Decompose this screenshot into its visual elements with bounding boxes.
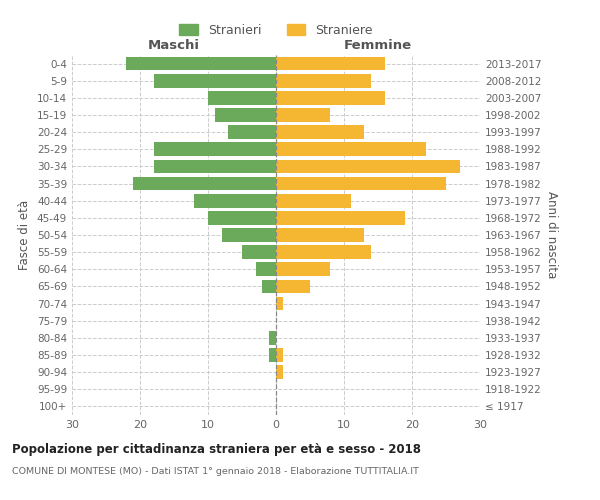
Text: COMUNE DI MONTESE (MO) - Dati ISTAT 1° gennaio 2018 - Elaborazione TUTTITALIA.IT: COMUNE DI MONTESE (MO) - Dati ISTAT 1° g… xyxy=(12,468,419,476)
Bar xyxy=(276,348,283,362)
Bar xyxy=(276,366,283,379)
Bar xyxy=(154,74,276,88)
Bar xyxy=(276,280,310,293)
Bar xyxy=(133,176,276,190)
Bar xyxy=(221,228,276,242)
Bar xyxy=(276,262,331,276)
Text: Maschi: Maschi xyxy=(148,40,200,52)
Bar xyxy=(276,126,364,139)
Bar xyxy=(276,176,446,190)
Text: Popolazione per cittadinanza straniera per età e sesso - 2018: Popolazione per cittadinanza straniera p… xyxy=(12,442,421,456)
Bar xyxy=(256,262,276,276)
Bar xyxy=(276,228,364,242)
Y-axis label: Anni di nascita: Anni di nascita xyxy=(545,192,558,278)
Bar xyxy=(276,160,460,173)
Bar xyxy=(269,331,276,344)
Bar xyxy=(127,56,276,70)
Bar xyxy=(242,246,276,259)
Text: Femmine: Femmine xyxy=(344,40,412,52)
Bar xyxy=(276,211,405,224)
Bar xyxy=(276,246,371,259)
Bar xyxy=(276,74,371,88)
Bar xyxy=(194,194,276,207)
Bar xyxy=(276,142,425,156)
Bar xyxy=(276,91,385,104)
Bar xyxy=(229,126,276,139)
Bar xyxy=(215,108,276,122)
Legend: Stranieri, Straniere: Stranieri, Straniere xyxy=(174,18,378,42)
Bar xyxy=(208,211,276,224)
Bar xyxy=(154,160,276,173)
Bar xyxy=(262,280,276,293)
Bar xyxy=(276,296,283,310)
Bar xyxy=(276,194,351,207)
Bar xyxy=(276,108,331,122)
Y-axis label: Fasce di età: Fasce di età xyxy=(19,200,31,270)
Bar xyxy=(269,348,276,362)
Bar xyxy=(208,91,276,104)
Bar xyxy=(276,56,385,70)
Bar xyxy=(154,142,276,156)
